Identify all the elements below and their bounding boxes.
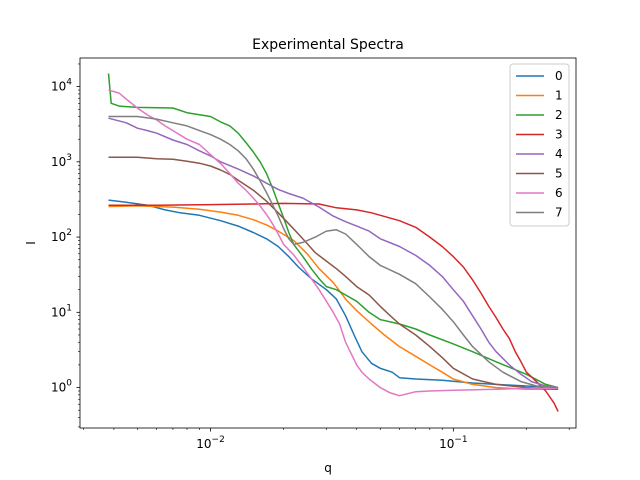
legend-label-4: 4 <box>555 147 563 161</box>
y-tick-label: 101 <box>51 303 72 319</box>
legend-label-6: 6 <box>555 186 563 200</box>
series-line-7 <box>108 115 559 389</box>
legend-label-2: 2 <box>555 108 563 122</box>
x-axis-ticks: 10−2 10−1 <box>83 428 570 451</box>
series-line-4 <box>108 117 559 389</box>
y-tick-label: 103 <box>51 153 72 169</box>
legend: 0 1 2 3 4 5 6 7 <box>509 63 570 227</box>
x-tick-label: 10−2 <box>196 435 225 451</box>
series-line-3 <box>108 202 559 412</box>
legend-label-3: 3 <box>555 128 563 142</box>
y-axis-ticks: 100 101 102 103 104 <box>51 63 80 428</box>
legend-label-5: 5 <box>555 167 563 181</box>
plot-frame <box>79 57 577 429</box>
y-tick-label: 102 <box>51 228 72 244</box>
legend-box <box>509 63 570 227</box>
y-axis-label: I <box>24 241 38 245</box>
x-axis-label: q <box>324 461 332 475</box>
series-line-6 <box>108 89 559 397</box>
x-tick-label: 10−1 <box>439 435 468 451</box>
series-line-5 <box>108 156 559 390</box>
chart-title: Experimental Spectra <box>252 37 404 53</box>
y-tick-label: 104 <box>51 78 72 94</box>
legend-label-0: 0 <box>555 69 563 83</box>
series-line-0 <box>108 199 559 389</box>
legend-label-7: 7 <box>555 206 563 220</box>
legend-label-1: 1 <box>555 89 563 103</box>
plot-lines <box>107 73 559 412</box>
y-tick-label: 100 <box>51 379 72 395</box>
